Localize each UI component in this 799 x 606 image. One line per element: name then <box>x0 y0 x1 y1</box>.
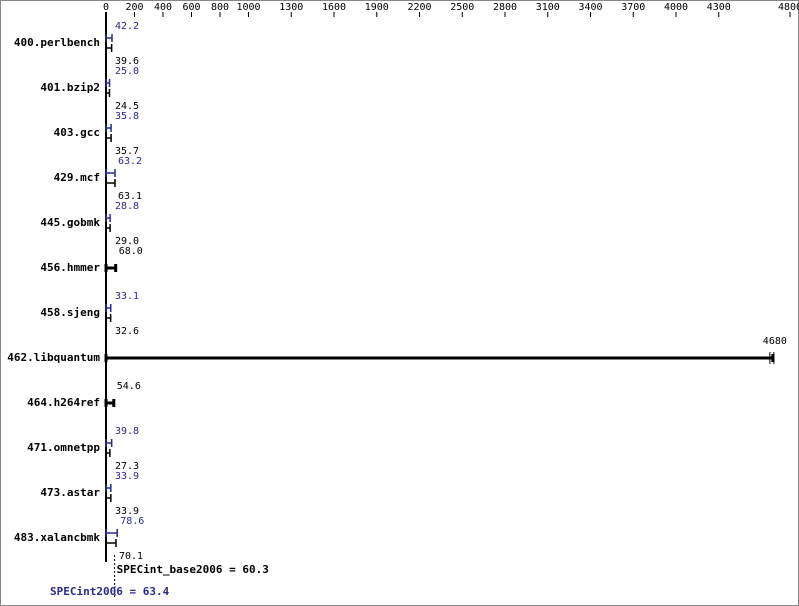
value-label: 63.1 <box>118 191 142 202</box>
category-label: 456.hmmer <box>40 261 100 274</box>
x-tick-label: 3700 <box>621 2 645 13</box>
value-label: 33.9 <box>115 506 139 517</box>
category-label: 445.gobmk <box>40 216 100 229</box>
x-tick-label: 1600 <box>322 2 346 13</box>
category-label: 403.gcc <box>54 126 100 139</box>
category-label: 473.astar <box>40 486 100 499</box>
x-tick-label: 1900 <box>365 2 389 13</box>
value-label: 39.6 <box>115 56 139 67</box>
category-label: 483.xalancbmk <box>14 531 100 544</box>
x-tick-label: 2200 <box>407 2 431 13</box>
category-label: 401.bzip2 <box>40 81 100 94</box>
bar <box>105 449 111 457</box>
value-label: 4680 <box>763 336 787 347</box>
summary-label: SPECint_base2006 = 60.3 <box>117 563 269 576</box>
category-label: 464.h264ref <box>27 396 100 409</box>
value-label: 42.2 <box>115 21 139 32</box>
value-label: 78.6 <box>120 516 144 527</box>
bar <box>104 264 118 272</box>
category-label: 471.omnetpp <box>27 441 100 454</box>
x-tick-label: 1000 <box>236 2 260 13</box>
bar <box>105 494 112 502</box>
value-label: 35.7 <box>115 146 139 157</box>
bar <box>105 304 112 312</box>
value-label: 29.0 <box>115 236 139 247</box>
category-label: 400.perlbench <box>14 36 100 49</box>
bar <box>105 124 112 132</box>
summary-label: SPECint2006 = 63.4 <box>50 585 170 598</box>
x-tick-label: 3100 <box>536 2 560 13</box>
bar <box>105 314 112 322</box>
x-tick-label: 400 <box>154 2 172 13</box>
value-label: 39.8 <box>115 426 139 437</box>
x-tick-label: 0 <box>103 2 109 13</box>
value-label: 70.1 <box>119 551 143 562</box>
value-label: 32.6 <box>115 326 139 337</box>
bar <box>105 169 116 177</box>
x-tick-label: 800 <box>211 2 229 13</box>
bar <box>104 354 775 362</box>
bar <box>105 44 113 52</box>
value-label: 68.0 <box>119 246 143 257</box>
value-label: 24.5 <box>115 101 139 112</box>
bar <box>105 89 111 97</box>
value-label: 63.2 <box>118 156 142 167</box>
x-tick-label: 2800 <box>493 2 517 13</box>
x-tick-label: 200 <box>125 2 143 13</box>
x-tick-label: 3400 <box>578 2 602 13</box>
value-label: 27.3 <box>115 461 139 472</box>
bar <box>105 529 118 537</box>
value-label: 54.6 <box>117 381 141 392</box>
bar <box>105 214 111 222</box>
bar <box>105 224 111 232</box>
x-tick-label: 4300 <box>707 2 731 13</box>
bar <box>105 79 111 87</box>
value-label: 35.8 <box>115 111 139 122</box>
bar <box>105 34 113 42</box>
x-tick-label: 600 <box>182 2 200 13</box>
bar <box>104 399 116 407</box>
bar <box>105 439 113 447</box>
category-label: 458.sjeng <box>40 306 100 319</box>
x-tick-label: 1300 <box>279 2 303 13</box>
x-tick-label: 4000 <box>664 2 688 13</box>
bar <box>105 179 116 187</box>
value-label: 33.9 <box>115 471 139 482</box>
category-label: 462.libquantum <box>7 351 100 364</box>
value-label: 28.8 <box>115 201 139 212</box>
bar <box>105 484 112 492</box>
bar <box>105 539 117 547</box>
value-label: 33.1 <box>115 291 139 302</box>
bar <box>105 134 112 142</box>
x-tick-label: 4800 <box>778 2 799 13</box>
category-label: 429.mcf <box>54 171 100 184</box>
x-tick-label: 2500 <box>450 2 474 13</box>
value-label: 25.0 <box>115 66 139 77</box>
